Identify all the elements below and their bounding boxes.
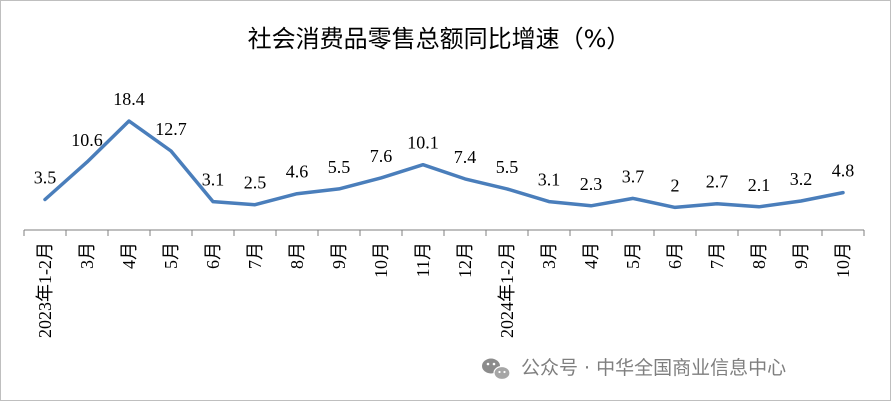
data-label: 4.6 xyxy=(286,162,309,182)
x-tick-label: 3月 xyxy=(539,242,559,269)
data-label: 7.4 xyxy=(454,147,477,167)
x-tick-label: 12月 xyxy=(455,242,475,278)
x-tick-label: 7月 xyxy=(245,242,265,269)
data-label: 7.6 xyxy=(370,146,393,166)
series-group xyxy=(43,119,845,210)
series-line xyxy=(43,119,845,210)
x-tick-label: 11月 xyxy=(413,242,433,277)
x-tick-label: 5月 xyxy=(623,242,643,269)
chart-title: 社会消费品零售总额同比增速（%） xyxy=(248,25,631,53)
data-label: 3.1 xyxy=(202,170,225,190)
data-label: 2.5 xyxy=(244,173,267,193)
x-tick-label: 8月 xyxy=(287,242,307,269)
x-tick-label: 4月 xyxy=(581,242,601,269)
wechat-icon xyxy=(482,358,511,381)
data-labels: 3.5 10.6 18.4 12.7 3.1 2.5 4.6 5.5 7.6 10.1 7.4 5.5… xyxy=(34,89,855,195)
data-label: 2.3 xyxy=(580,174,603,194)
data-label: 3.5 xyxy=(34,168,57,188)
watermark: 公众号 · 中华全国商业信息中心 xyxy=(482,357,786,381)
data-label: 3.1 xyxy=(538,170,561,190)
data-label: 10.1 xyxy=(407,133,439,153)
data-label: 4.8 xyxy=(832,161,855,181)
data-label: 2.1 xyxy=(748,175,771,195)
x-tick-label: 8月 xyxy=(749,242,769,269)
x-tick-label: 9月 xyxy=(791,242,811,269)
x-tick-labels: 2023年1-2月 3月 4月 5月 6月 7月 8月 9月 10月 11月 12月 2024年1-2… xyxy=(35,242,853,338)
x-tick-label: 2024年1-2月 xyxy=(497,242,517,338)
x-tick-label: 10月 xyxy=(371,242,391,278)
data-label: 2 xyxy=(671,175,680,195)
x-tick-label: 2023年1-2月 xyxy=(35,242,55,338)
data-label: 5.5 xyxy=(328,157,351,177)
x-tick-label: 9月 xyxy=(329,242,349,269)
x-tick-label: 5月 xyxy=(161,242,181,269)
data-label: 3.2 xyxy=(790,169,813,189)
data-label: 2.7 xyxy=(706,172,729,192)
watermark-text: 公众号 · 中华全国商业信息中心 xyxy=(521,357,786,379)
data-label: 18.4 xyxy=(113,89,145,109)
data-label: 3.7 xyxy=(622,166,645,186)
x-tick-label: 10月 xyxy=(833,242,853,278)
x-tick-label: 3月 xyxy=(77,242,97,269)
x-tick-label: 6月 xyxy=(665,242,685,269)
x-axis xyxy=(23,229,865,236)
data-label: 5.5 xyxy=(496,157,519,177)
x-tick-label: 7月 xyxy=(707,242,727,269)
x-tick-label: 4月 xyxy=(119,242,139,269)
data-label: 12.7 xyxy=(155,119,187,139)
data-label: 10.6 xyxy=(71,130,103,150)
x-tick-label: 6月 xyxy=(203,242,223,269)
